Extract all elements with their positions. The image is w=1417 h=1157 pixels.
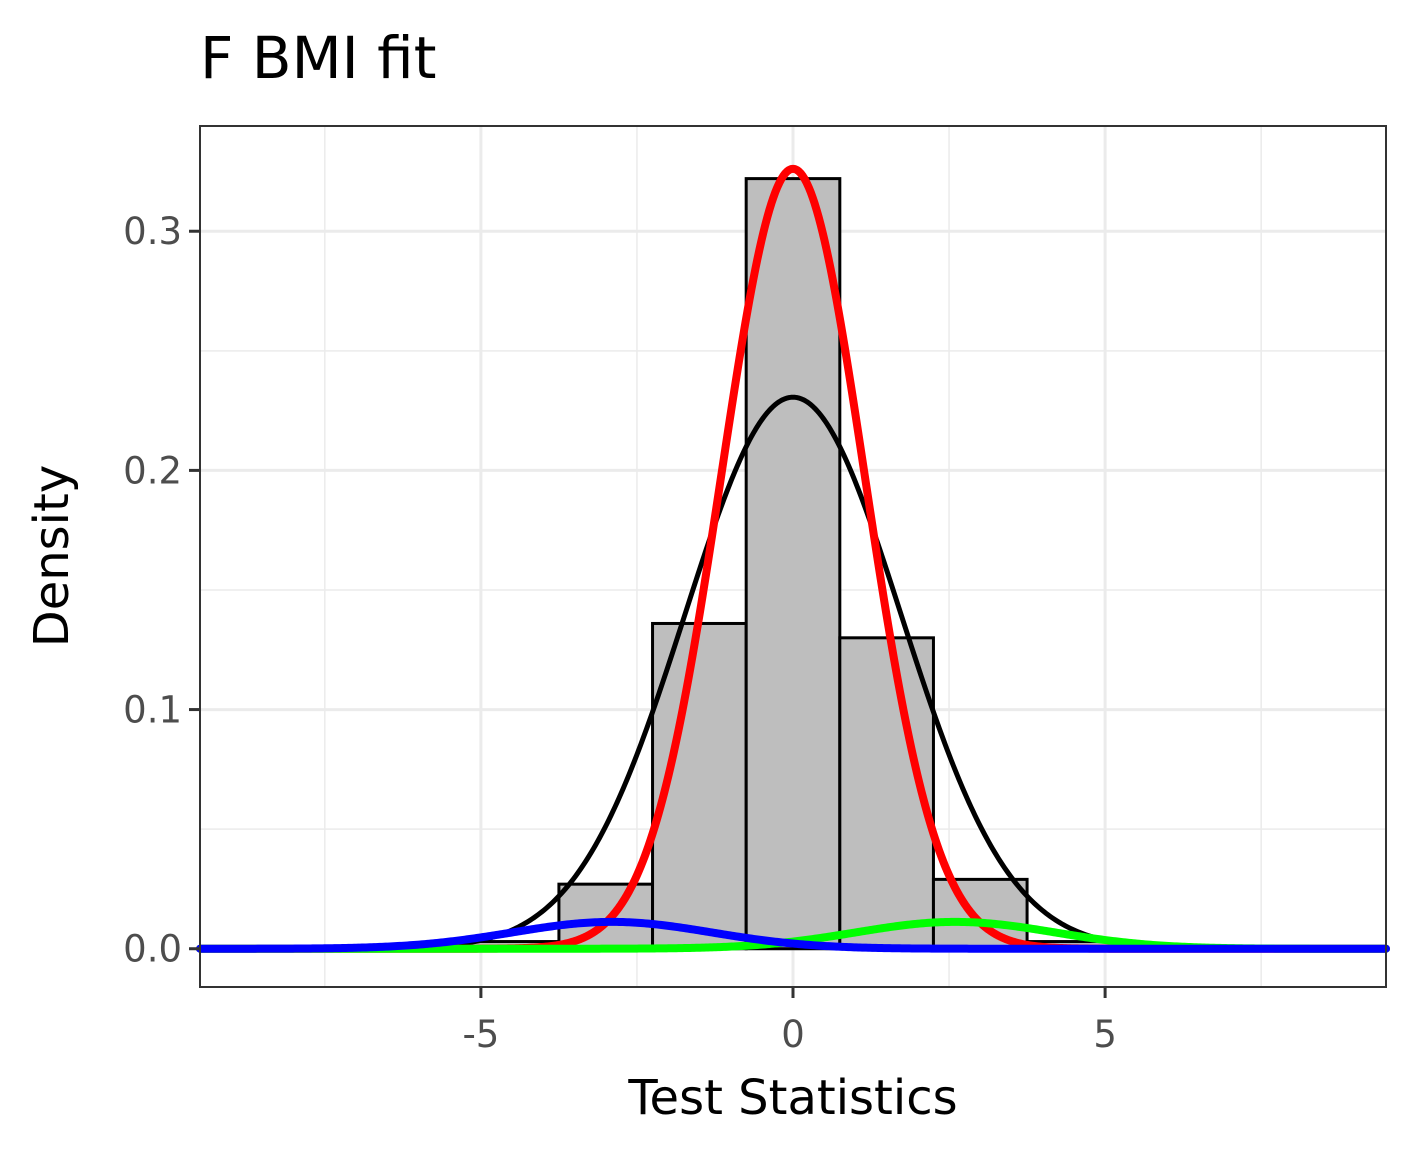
y-tick-label: 0.1: [123, 689, 182, 732]
y-axis-title: Density: [24, 465, 80, 647]
x-tick-label: -5: [462, 1013, 499, 1056]
y-tick-label: 0.2: [123, 449, 182, 492]
x-tick-label: 0: [781, 1013, 805, 1056]
y-tick-label: 0.3: [123, 210, 182, 253]
density-curves: [196, 164, 1390, 953]
x-axis-title: Test Statistics: [627, 1070, 957, 1126]
y-axis-ticks: 0.0 0.1 0.2 0.3: [123, 210, 200, 971]
y-tick-label: 0.0: [123, 928, 182, 971]
histogram-bars: [463, 177, 1123, 951]
density-curve-4: [196, 917, 1390, 953]
chart-title: F BMI fit: [200, 24, 436, 92]
x-tick-label: 5: [1093, 1013, 1117, 1056]
histogram-bar: [744, 177, 842, 951]
x-axis-ticks: -5 0 5: [462, 987, 1117, 1056]
